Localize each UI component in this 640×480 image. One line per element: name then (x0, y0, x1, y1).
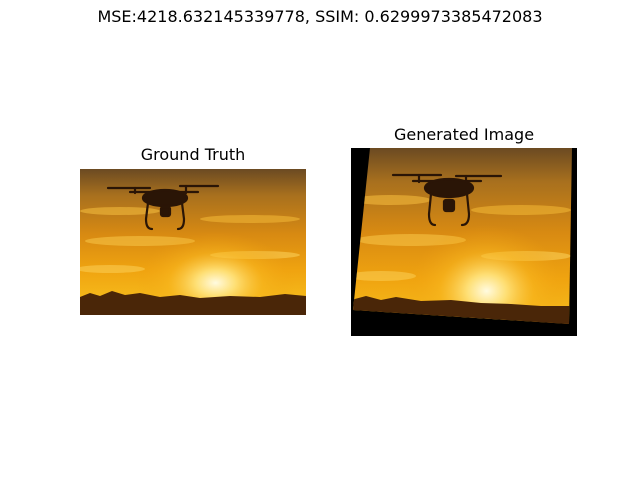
ground-truth-title: Ground Truth (140, 145, 246, 164)
horizon-treeline (353, 296, 572, 324)
generated-image (351, 148, 577, 336)
drone-icon (391, 173, 503, 227)
sun-glow (353, 148, 572, 324)
ground-truth-image (80, 169, 306, 315)
drone-icon (106, 184, 220, 231)
figure-title: MSE:4218.632145339778, SSIM: 0.629997338… (97, 7, 543, 26)
horizon-treeline (80, 291, 306, 315)
sun-glow (80, 169, 306, 315)
generated-image-title: Generated Image (393, 125, 535, 144)
